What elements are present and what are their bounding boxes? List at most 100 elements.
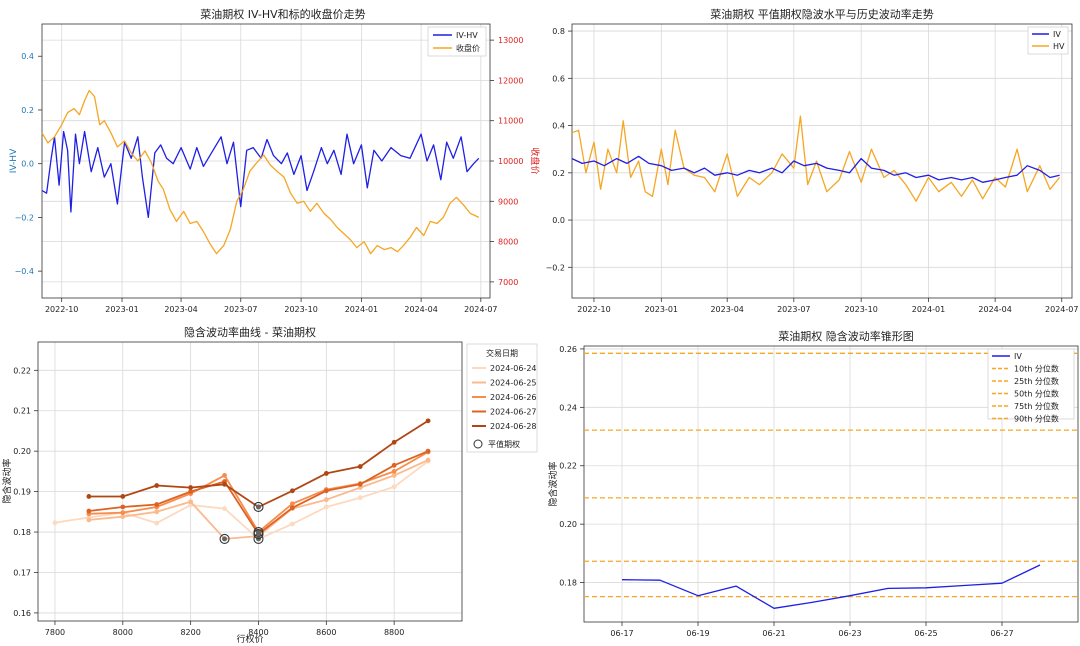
data-point bbox=[323, 471, 329, 476]
data-point bbox=[222, 473, 227, 478]
x-tick-label: 2023-04 bbox=[164, 305, 197, 314]
series-line-hv bbox=[571, 115, 1061, 202]
y-tick-label: 0.4 bbox=[552, 122, 565, 131]
x-tick-label: 2023-10 bbox=[844, 305, 877, 314]
y-tick-label: 0.0 bbox=[552, 216, 565, 225]
x-tick-label: 2023-10 bbox=[284, 305, 317, 314]
data-point bbox=[120, 510, 126, 516]
y-left-tick-label: −0.2 bbox=[15, 213, 34, 222]
x-tick-label: 7800 bbox=[45, 628, 65, 637]
data-point bbox=[357, 481, 363, 487]
legend-label-ivhv: IV-HV bbox=[456, 31, 478, 40]
y-axis-ticks: 0.16 0.17 0.18 0.19 0.20 0.21 0.22 bbox=[13, 366, 38, 618]
grid bbox=[572, 24, 1072, 298]
legend-label-hv: HV bbox=[1053, 42, 1065, 51]
x-axis-ticks: 7800 8000 8200 8400 8600 8800 bbox=[45, 621, 404, 637]
data-point bbox=[391, 462, 397, 468]
data-point bbox=[323, 497, 329, 503]
legend-box bbox=[466, 343, 538, 453]
y-tick-label: 0.6 bbox=[552, 74, 565, 83]
data-point bbox=[120, 494, 126, 499]
data-point bbox=[154, 502, 160, 507]
y-axis-ticks: −0.2 0.0 0.2 0.4 0.6 0.8 bbox=[546, 27, 572, 272]
grid bbox=[42, 24, 490, 298]
data-point bbox=[357, 464, 363, 469]
legend-label: 2024-06-26 bbox=[490, 393, 537, 402]
x-tick-label: 06-27 bbox=[990, 629, 1013, 638]
x-tick-label: 06-25 bbox=[914, 629, 937, 638]
legend-label: 75th 分位数 bbox=[1014, 401, 1059, 411]
x-axis-ticks: 2022-10 2023-01 2023-04 2023-07 2023-10 2024-… bbox=[45, 298, 498, 314]
chart-title: 菜油期权 隐含波动率锥形图 bbox=[778, 329, 914, 343]
y-left-tick-label: 0.2 bbox=[21, 106, 34, 115]
legend-box bbox=[427, 26, 487, 57]
y-right-tick-label: 13000 bbox=[498, 36, 523, 45]
grid bbox=[584, 346, 1078, 622]
x-tick-label: 06-19 bbox=[686, 629, 709, 638]
series-line-iv bbox=[571, 155, 1060, 183]
legend-items: 2024-06-24 2024-06-25 2024-06-26 2024-06-27… bbox=[472, 364, 537, 431]
y-tick-label: 0.17 bbox=[13, 568, 31, 577]
y-axis-label: 隐含波动率 bbox=[1, 458, 13, 503]
y-right-tick-label: 12000 bbox=[498, 76, 523, 85]
chart-ivhv-price: 菜油期权 IV-HV和标的收盘价走势 2022-10 2023-01 2023-04… bbox=[9, 7, 540, 314]
series-line-2024-06-24 bbox=[54, 460, 429, 540]
chart-iv-smile: 隐含波动率曲线 - 菜油期权 7800 8000 8200 8400 8600 8800 … bbox=[1, 325, 538, 645]
legend: IV HV bbox=[1027, 26, 1069, 55]
data-point bbox=[222, 506, 227, 511]
atm-point-center bbox=[222, 536, 228, 542]
data-point bbox=[391, 484, 397, 490]
legend-title: 交易日期 bbox=[486, 348, 518, 358]
data-point bbox=[391, 439, 397, 445]
plot-frame bbox=[37, 341, 463, 622]
data-point bbox=[323, 504, 329, 510]
chart-iv-hv: 菜油期权 平值期权隐波水平与历史波动率走势 2022-10 2023-01 2023… bbox=[546, 7, 1079, 314]
data-point bbox=[52, 520, 58, 526]
series-layer bbox=[584, 352, 1078, 609]
x-tick-label: 8800 bbox=[384, 628, 404, 637]
legend-label: IV bbox=[1014, 352, 1022, 361]
legend-label: 2024-06-28 bbox=[490, 422, 537, 431]
legend-label-close: 收盘价 bbox=[456, 43, 480, 53]
series-line-ivhv bbox=[41, 130, 480, 219]
legend: IV 10th 分位数 25th 分位数 50th 分位数 75th 分位数 90th 分… bbox=[987, 348, 1075, 424]
x-tick-label: 2023-07 bbox=[777, 305, 810, 314]
grid bbox=[38, 342, 462, 621]
series-line-iv bbox=[621, 564, 1041, 609]
legend: IV-HV 收盘价 bbox=[427, 26, 487, 57]
legend-label: 2024-06-24 bbox=[490, 364, 537, 373]
y-right-tick-label: 7000 bbox=[498, 278, 518, 287]
x-tick-label: 2024-07 bbox=[1045, 305, 1078, 314]
series-line-close-price bbox=[41, 89, 480, 255]
legend-swatch-atm bbox=[473, 439, 483, 449]
y-tick-label: 0.22 bbox=[559, 462, 577, 471]
data-point bbox=[154, 520, 160, 526]
data-point bbox=[86, 494, 92, 499]
y-tick-label: 0.18 bbox=[559, 579, 577, 588]
series-layer bbox=[52, 418, 431, 544]
data-point bbox=[290, 505, 295, 511]
y-tick-label: 0.24 bbox=[559, 403, 577, 412]
y-tick-label: 0.20 bbox=[13, 447, 31, 456]
data-point bbox=[425, 418, 431, 424]
plot-frame bbox=[583, 345, 1079, 623]
x-tick-label: 2023-04 bbox=[710, 305, 743, 314]
y-axis-left-label: IV-HV bbox=[9, 148, 19, 173]
legend-label: 2024-06-27 bbox=[490, 408, 537, 417]
y-axis-ticks: 0.18 0.20 0.22 0.24 0.26 bbox=[559, 345, 584, 588]
y-right-tick-label: 10000 bbox=[498, 157, 523, 166]
x-tick-label: 8000 bbox=[113, 628, 133, 637]
y-right-tick-label: 9000 bbox=[498, 197, 518, 206]
x-axis-ticks: 06-17 06-19 06-21 06-23 06-25 06-27 bbox=[610, 622, 1014, 638]
chart-iv-cone: 菜油期权 隐含波动率锥形图 06-17 06-19 06-21 06-23 06-25 0… bbox=[547, 329, 1079, 638]
y-tick-label: 0.26 bbox=[559, 345, 577, 354]
chart-title: 菜油期权 IV-HV和标的收盘价走势 bbox=[200, 7, 365, 21]
y-tick-label: 0.20 bbox=[559, 520, 577, 529]
x-axis-label: 行权价 bbox=[236, 633, 263, 645]
legend-label: 90th 分位数 bbox=[1014, 414, 1059, 424]
data-point bbox=[357, 495, 363, 501]
y-axis-right-label: 收盘价 bbox=[529, 147, 540, 174]
y-left-tick-label: −0.4 bbox=[15, 267, 34, 276]
x-tick-label: 2024-01 bbox=[912, 305, 945, 314]
x-tick-label: 8200 bbox=[180, 628, 200, 637]
